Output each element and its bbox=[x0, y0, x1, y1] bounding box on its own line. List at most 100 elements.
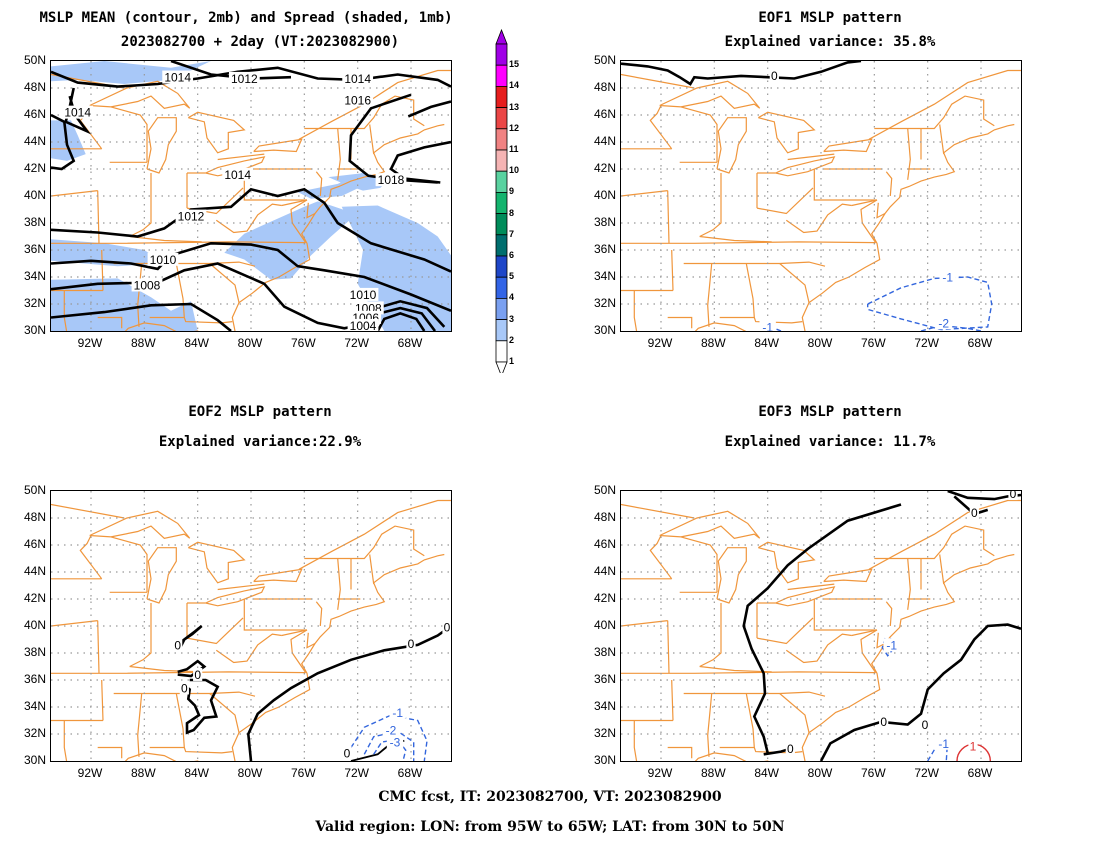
colorbar-tick-label: 3 bbox=[509, 313, 515, 324]
footer-forecast-info: CMC fcst, IT: 2023082700, VT: 2023082900 bbox=[378, 789, 722, 805]
lon-tick-label: 76W bbox=[290, 766, 316, 780]
mean-map: 1014 1012 1014 1016 1014 1018 1014 1012 1010 1008… bbox=[51, 61, 451, 331]
eof2-zero-line bbox=[183, 678, 220, 735]
lat-tick-label: 38N bbox=[23, 645, 46, 659]
lat-tick-label: 46N bbox=[23, 107, 46, 121]
colorbar-tick-label: 14 bbox=[509, 80, 520, 91]
lat-tick-label: 38N bbox=[593, 645, 616, 659]
contour-label: -1 bbox=[886, 638, 897, 652]
contour-label: 1014 bbox=[64, 106, 91, 120]
lat-tick-label: 48N bbox=[593, 80, 616, 94]
isobar bbox=[51, 302, 232, 331]
panel-subtitle-eof2: Explained variance:22.9% bbox=[158, 434, 362, 450]
lat-tick-label: 36N bbox=[23, 242, 46, 256]
lat-tick-label: 32N bbox=[593, 296, 616, 310]
contour-label: 0 bbox=[344, 746, 351, 760]
lat-tick-label: 42N bbox=[593, 161, 616, 175]
panel-subtitle-mean: 2023082700 + 2day (VT:2023082900) bbox=[120, 34, 400, 50]
lat-tick-label: 36N bbox=[593, 672, 616, 686]
lat-tick-label: 34N bbox=[593, 699, 616, 713]
lon-tick-label: 76W bbox=[860, 336, 886, 350]
lon-tick-label: 88W bbox=[700, 336, 726, 350]
contour-label: -1 bbox=[938, 737, 949, 751]
map-panel-mean: 1014 1012 1014 1016 1014 1018 1014 1012 1010 1008… bbox=[50, 60, 452, 332]
lat-tick-label: 30N bbox=[23, 323, 46, 337]
colorbar-swatch bbox=[495, 149, 508, 172]
lon-tick-label: 92W bbox=[77, 336, 103, 350]
colorbar-swatch bbox=[495, 319, 508, 342]
lat-tick-label: 48N bbox=[593, 510, 616, 524]
lat-tick-label: 44N bbox=[23, 564, 46, 578]
colorbar-tick-label: 10 bbox=[509, 165, 520, 176]
contour-label: 0 bbox=[787, 742, 794, 756]
contour-label: 1016 bbox=[344, 94, 371, 108]
isobar bbox=[51, 66, 451, 88]
lon-tick-label: 76W bbox=[860, 766, 886, 780]
eof3-zero-line bbox=[742, 503, 902, 754]
isobar bbox=[407, 100, 451, 118]
graticule bbox=[51, 491, 451, 761]
contour-label: -1 bbox=[392, 706, 403, 720]
lon-tick-label: 84W bbox=[754, 336, 779, 350]
map-panel-eof2: 0 0 0 0 0 0 -1 -2 -3 bbox=[50, 490, 452, 762]
lat-tick-label: 50N bbox=[23, 483, 46, 497]
eof3-zero-line bbox=[819, 623, 1021, 761]
contour-label: 1008 bbox=[134, 278, 161, 292]
colorbar-swatch bbox=[495, 255, 508, 278]
lon-tick-label: 84W bbox=[754, 766, 779, 780]
lon-tick-label: 68W bbox=[967, 766, 993, 780]
contour-label: -3 bbox=[390, 735, 401, 749]
lon-tick-label: 68W bbox=[397, 766, 423, 780]
contour-label: -1 bbox=[762, 320, 773, 331]
lat-tick-label: 44N bbox=[593, 564, 616, 578]
lat-tick-label: 32N bbox=[593, 726, 616, 740]
lat-tick-label: 46N bbox=[23, 537, 46, 551]
colorbar-swatch bbox=[495, 276, 508, 299]
lat-tick-label: 30N bbox=[23, 753, 46, 767]
lon-tick-label: 88W bbox=[130, 336, 156, 350]
panel-title-eof1: EOF1 MSLP pattern bbox=[758, 10, 902, 26]
colorbar-min-arrow bbox=[495, 361, 508, 373]
contour-label: 1004 bbox=[350, 319, 377, 331]
colorbar-swatch bbox=[495, 340, 508, 363]
lat-tick-label: 30N bbox=[593, 323, 616, 337]
contour-label: 1014 bbox=[164, 71, 191, 85]
contour-label: 1012 bbox=[178, 210, 205, 224]
isobar bbox=[51, 262, 365, 330]
lat-tick-label: 40N bbox=[23, 188, 46, 202]
land-boundaries bbox=[621, 69, 1021, 331]
lat-tick-label: 36N bbox=[593, 242, 616, 256]
map-panel-eof1: 0 -1 -2 -1 bbox=[620, 60, 1022, 332]
lat-tick-label: 36N bbox=[23, 672, 46, 686]
colorbar-swatch bbox=[495, 128, 508, 151]
lat-tick-label: 34N bbox=[23, 699, 46, 713]
lon-tick-label: 80W bbox=[237, 336, 263, 350]
eof2-negative-contour bbox=[373, 738, 407, 761]
colorbar-swatch bbox=[495, 297, 508, 320]
contour-label: 0 bbox=[971, 506, 978, 520]
eof1-negative-contour bbox=[920, 324, 982, 331]
lat-tick-label: 50N bbox=[593, 483, 616, 497]
eof3-map: 0 0 0 0 0 -1 -1 1 bbox=[621, 491, 1021, 761]
colorbar-tick-label: 7 bbox=[509, 228, 515, 239]
lat-tick-label: 42N bbox=[593, 591, 616, 605]
contour-label: 0 bbox=[194, 668, 201, 682]
lon-tick-label: 72W bbox=[344, 766, 369, 780]
lat-tick-label: 40N bbox=[593, 188, 616, 202]
land-boundaries bbox=[51, 69, 451, 331]
map-panel-eof3: 0 0 0 0 0 -1 -1 1 bbox=[620, 490, 1022, 762]
lon-tick-label: 92W bbox=[77, 766, 103, 780]
eof1-zero-line bbox=[621, 61, 862, 86]
contour-label: 1010 bbox=[150, 253, 177, 267]
contour-label: 0 bbox=[880, 715, 887, 729]
panel-subtitle-eof3: Explained variance: 11.7% bbox=[724, 434, 936, 450]
land-boundaries bbox=[621, 499, 1021, 761]
land-boundaries bbox=[51, 499, 451, 761]
lon-tick-label: 88W bbox=[130, 766, 156, 780]
lat-tick-label: 46N bbox=[593, 107, 616, 121]
isobar bbox=[51, 113, 76, 171]
contour-label: 0 bbox=[444, 621, 451, 635]
eof2-zero-line bbox=[246, 624, 451, 761]
lat-tick-label: 50N bbox=[23, 53, 46, 67]
colorbar-swatch bbox=[495, 107, 508, 130]
